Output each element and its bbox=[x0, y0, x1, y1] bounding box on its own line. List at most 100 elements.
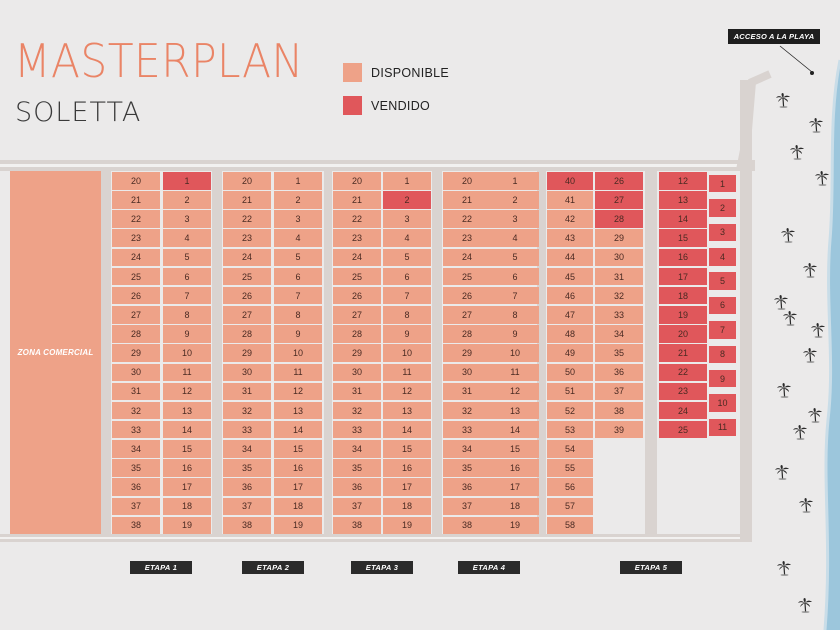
lot-etapa-4-der-11[interactable]: 11 bbox=[491, 363, 539, 381]
lot-etapa-3-der-13[interactable]: 13 bbox=[383, 401, 431, 420]
lot-etapa-4-izq-24[interactable]: 24 bbox=[443, 248, 491, 267]
lot-etapa-5-d-10[interactable]: 10 bbox=[709, 394, 736, 412]
lot-etapa-5-a-58[interactable]: 58 bbox=[547, 516, 593, 535]
lot-etapa-2-izq-36[interactable]: 36 bbox=[223, 478, 271, 496]
lot-etapa-2-izq-21[interactable]: 21 bbox=[223, 191, 271, 209]
lot-etapa-3-der-17[interactable]: 17 bbox=[383, 478, 431, 496]
lot-etapa-5-a-55[interactable]: 55 bbox=[547, 459, 593, 477]
lot-etapa-1-der-17[interactable]: 17 bbox=[163, 478, 211, 496]
lot-etapa-4-der-7[interactable]: 7 bbox=[491, 286, 539, 305]
lot-etapa-1-der-6[interactable]: 6 bbox=[163, 267, 211, 286]
lot-etapa-2-der-2[interactable]: 2 bbox=[274, 191, 322, 209]
lot-etapa-5-d-11[interactable]: 11 bbox=[709, 418, 736, 437]
lot-etapa-4-der-4[interactable]: 4 bbox=[491, 229, 539, 247]
lot-etapa-1-izq-32[interactable]: 32 bbox=[112, 401, 160, 420]
lot-etapa-3-izq-23[interactable]: 23 bbox=[333, 229, 381, 247]
lot-etapa-3-der-16[interactable]: 16 bbox=[383, 459, 431, 477]
lot-etapa-4-der-10[interactable]: 10 bbox=[491, 344, 539, 362]
lot-etapa-1-izq-31[interactable]: 31 bbox=[112, 382, 160, 401]
lot-etapa-3-izq-25[interactable]: 25 bbox=[333, 267, 381, 286]
lot-etapa-1-izq-33[interactable]: 33 bbox=[112, 420, 160, 439]
lot-etapa-5-a-56[interactable]: 56 bbox=[547, 478, 593, 496]
lot-etapa-2-izq-34[interactable]: 34 bbox=[223, 440, 271, 458]
lot-etapa-3-der-14[interactable]: 14 bbox=[383, 420, 431, 439]
lot-etapa-5-d-1[interactable]: 1 bbox=[709, 174, 736, 193]
lot-etapa-2-der-14[interactable]: 14 bbox=[274, 420, 322, 439]
lot-etapa-4-der-2[interactable]: 2 bbox=[491, 191, 539, 209]
lot-etapa-5-a-45[interactable]: 45 bbox=[547, 267, 593, 286]
lot-etapa-2-izq-28[interactable]: 28 bbox=[223, 325, 271, 343]
lot-etapa-3-der-15[interactable]: 15 bbox=[383, 440, 431, 458]
lot-etapa-5-c-20[interactable]: 20 bbox=[659, 325, 707, 343]
lot-etapa-3-der-19[interactable]: 19 bbox=[383, 516, 431, 535]
lot-etapa-2-izq-25[interactable]: 25 bbox=[223, 267, 271, 286]
lot-etapa-5-a-41[interactable]: 41 bbox=[547, 191, 593, 209]
lot-etapa-4-der-12[interactable]: 12 bbox=[491, 382, 539, 401]
lot-etapa-1-izq-37[interactable]: 37 bbox=[112, 497, 160, 515]
lot-etapa-4-der-18[interactable]: 18 bbox=[491, 497, 539, 515]
lot-etapa-2-der-8[interactable]: 8 bbox=[274, 306, 322, 324]
lot-etapa-5-c-22[interactable]: 22 bbox=[659, 363, 707, 381]
lot-etapa-2-der-10[interactable]: 10 bbox=[274, 344, 322, 362]
lot-etapa-1-izq-25[interactable]: 25 bbox=[112, 267, 160, 286]
lot-etapa-5-a-54[interactable]: 54 bbox=[547, 440, 593, 458]
lot-etapa-5-a-47[interactable]: 47 bbox=[547, 306, 593, 324]
lot-etapa-3-izq-32[interactable]: 32 bbox=[333, 401, 381, 420]
lot-etapa-1-izq-38[interactable]: 38 bbox=[112, 516, 160, 535]
lot-etapa-4-izq-25[interactable]: 25 bbox=[443, 267, 491, 286]
lot-etapa-5-a-43[interactable]: 43 bbox=[547, 229, 593, 247]
lot-etapa-2-der-12[interactable]: 12 bbox=[274, 382, 322, 401]
lot-etapa-5-b-27[interactable]: 27 bbox=[595, 191, 643, 209]
lot-etapa-4-der-1[interactable]: 1 bbox=[491, 172, 539, 190]
lot-etapa-2-izq-32[interactable]: 32 bbox=[223, 401, 271, 420]
lot-etapa-5-c-19[interactable]: 19 bbox=[659, 306, 707, 324]
zona-comercial[interactable]: ZONA COMERCIAL bbox=[10, 171, 101, 534]
lot-etapa-3-der-7[interactable]: 7 bbox=[383, 286, 431, 305]
lot-etapa-3-izq-26[interactable]: 26 bbox=[333, 286, 381, 305]
lot-etapa-4-izq-34[interactable]: 34 bbox=[443, 440, 491, 458]
lot-etapa-1-der-7[interactable]: 7 bbox=[163, 286, 211, 305]
lot-etapa-1-der-5[interactable]: 5 bbox=[163, 248, 211, 267]
lot-etapa-5-c-18[interactable]: 18 bbox=[659, 286, 707, 305]
lot-etapa-5-d-4[interactable]: 4 bbox=[709, 248, 736, 266]
lot-etapa-5-b-32[interactable]: 32 bbox=[595, 286, 643, 305]
lot-etapa-4-izq-38[interactable]: 38 bbox=[443, 516, 491, 535]
lot-etapa-3-der-11[interactable]: 11 bbox=[383, 363, 431, 381]
lot-etapa-5-a-42[interactable]: 42 bbox=[547, 210, 593, 228]
lot-etapa-5-b-39[interactable]: 39 bbox=[595, 420, 643, 439]
lot-etapa-4-izq-23[interactable]: 23 bbox=[443, 229, 491, 247]
lot-etapa-3-der-9[interactable]: 9 bbox=[383, 325, 431, 343]
lot-etapa-1-der-8[interactable]: 8 bbox=[163, 306, 211, 324]
lot-etapa-3-der-2[interactable]: 2 bbox=[383, 191, 431, 209]
lot-etapa-5-a-44[interactable]: 44 bbox=[547, 248, 593, 267]
lot-etapa-4-izq-20[interactable]: 20 bbox=[443, 172, 491, 190]
lot-etapa-3-der-4[interactable]: 4 bbox=[383, 229, 431, 247]
lot-etapa-3-der-12[interactable]: 12 bbox=[383, 382, 431, 401]
lot-etapa-2-der-3[interactable]: 3 bbox=[274, 210, 322, 228]
lot-etapa-3-izq-21[interactable]: 21 bbox=[333, 191, 381, 209]
lot-etapa-3-der-1[interactable]: 1 bbox=[383, 172, 431, 190]
lot-etapa-5-d-8[interactable]: 8 bbox=[709, 345, 736, 363]
lot-etapa-2-izq-26[interactable]: 26 bbox=[223, 286, 271, 305]
lot-etapa-3-izq-30[interactable]: 30 bbox=[333, 363, 381, 381]
lot-etapa-5-a-49[interactable]: 49 bbox=[547, 344, 593, 362]
lot-etapa-1-der-19[interactable]: 19 bbox=[163, 516, 211, 535]
lot-etapa-3-izq-34[interactable]: 34 bbox=[333, 440, 381, 458]
lot-etapa-5-c-15[interactable]: 15 bbox=[659, 229, 707, 247]
lot-etapa-5-b-34[interactable]: 34 bbox=[595, 325, 643, 343]
lot-etapa-5-b-33[interactable]: 33 bbox=[595, 306, 643, 324]
lot-etapa-1-izq-21[interactable]: 21 bbox=[112, 191, 160, 209]
lot-etapa-1-izq-34[interactable]: 34 bbox=[112, 440, 160, 458]
lot-etapa-2-der-6[interactable]: 6 bbox=[274, 267, 322, 286]
lot-etapa-3-izq-24[interactable]: 24 bbox=[333, 248, 381, 267]
lot-etapa-2-der-1[interactable]: 1 bbox=[274, 172, 322, 190]
lot-etapa-5-d-6[interactable]: 6 bbox=[709, 296, 736, 315]
lot-etapa-2-izq-22[interactable]: 22 bbox=[223, 210, 271, 228]
lot-etapa-4-izq-27[interactable]: 27 bbox=[443, 306, 491, 324]
lot-etapa-3-izq-35[interactable]: 35 bbox=[333, 459, 381, 477]
lot-etapa-3-der-6[interactable]: 6 bbox=[383, 267, 431, 286]
lot-etapa-4-der-6[interactable]: 6 bbox=[491, 267, 539, 286]
lot-etapa-4-izq-37[interactable]: 37 bbox=[443, 497, 491, 515]
lot-etapa-4-izq-31[interactable]: 31 bbox=[443, 382, 491, 401]
lot-etapa-5-a-40[interactable]: 40 bbox=[547, 172, 593, 190]
